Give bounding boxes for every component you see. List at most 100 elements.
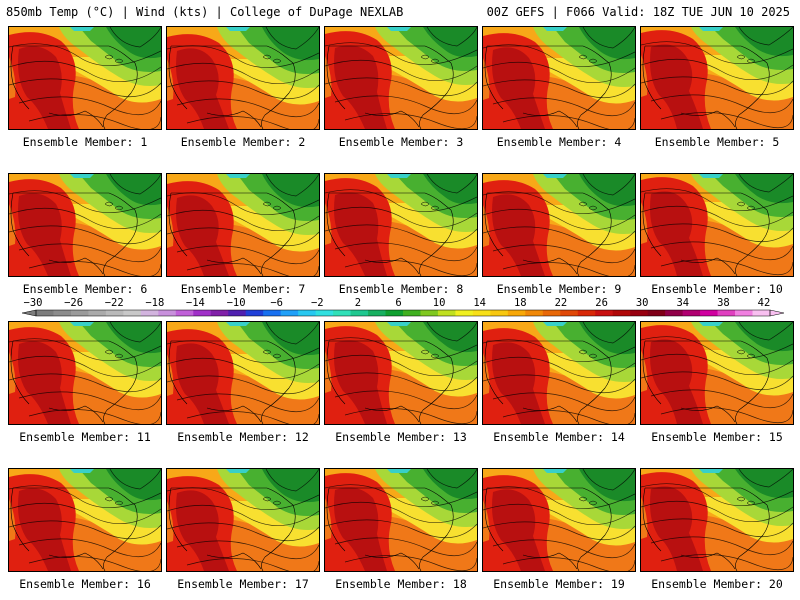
- temperature-map: [9, 174, 161, 276]
- colorbar-swatch: [700, 310, 718, 316]
- colorbar-swatch: [123, 310, 142, 316]
- ensemble-member-label: Ensemble Member: 11: [19, 430, 151, 444]
- ensemble-panel: [324, 26, 478, 130]
- colorbar-swatch: [280, 310, 299, 316]
- ensemble-member-label: Ensemble Member: 2: [180, 135, 306, 149]
- temperature-map: [483, 27, 635, 129]
- colorbar-swatch: [507, 310, 526, 316]
- temperature-map: [9, 322, 161, 424]
- colorbar-swatch: [717, 310, 736, 316]
- ensemble-panel: [8, 26, 162, 130]
- colorbar-tick-label: 6: [395, 297, 402, 309]
- colorbar-swatch: [612, 310, 631, 316]
- ensemble-panel: [324, 173, 478, 277]
- temperature-map: [9, 469, 161, 571]
- ensemble-member-label: Ensemble Member: 4: [496, 135, 622, 149]
- colorbar-tick-label: 30: [635, 297, 649, 309]
- colorbar-swatch: [542, 310, 561, 316]
- colorbar-max-arrow: [769, 309, 785, 317]
- colorbar-swatch: [315, 310, 334, 316]
- colorbar-min-arrow: [21, 309, 37, 317]
- colorbar-swatch: [263, 310, 282, 316]
- ensemble-panel: [482, 321, 636, 425]
- colorbar-swatch: [298, 310, 317, 316]
- temperature-colorbar: [21, 309, 785, 317]
- colorbar-swatch: [595, 310, 614, 316]
- ensemble-member-label: Ensemble Member: 9: [496, 282, 622, 296]
- temperature-map: [325, 27, 477, 129]
- ensemble-member-label: Ensemble Member: 7: [180, 282, 306, 296]
- colorbar-tick-label: 42: [757, 297, 771, 309]
- temperature-map: [483, 322, 635, 424]
- colorbar-swatch: [437, 310, 456, 316]
- colorbar-swatch: [88, 310, 107, 316]
- temperature-map: [167, 174, 319, 276]
- colorbar-tick-label: 2: [354, 297, 362, 309]
- colorbar-tick-label: 38: [717, 297, 730, 309]
- ensemble-panel: [482, 173, 636, 277]
- temperature-map: [167, 469, 319, 571]
- colorbar-swatch: [752, 310, 771, 316]
- colorbar-tick-label: −18: [145, 297, 165, 309]
- colorbar-swatch: [490, 310, 509, 316]
- colorbar-swatch: [158, 310, 177, 316]
- ensemble-panel: [166, 26, 320, 130]
- colorbar-swatch: [385, 310, 404, 316]
- ensemble-member-label: Ensemble Member: 12: [177, 430, 309, 444]
- colorbar-swatch: [665, 310, 684, 316]
- temperature-map: [167, 27, 319, 129]
- ensemble-member-label: Ensemble Member: 19: [493, 577, 625, 591]
- colorbar-swatch: [333, 310, 351, 316]
- temperature-map: [641, 27, 793, 129]
- ensemble-panel: [640, 321, 794, 425]
- temperature-map: [483, 174, 635, 276]
- colorbar-tick-label: 14: [473, 297, 487, 309]
- colorbar-tick-label: 26: [595, 297, 608, 309]
- colorbar-tick-label: −10: [226, 297, 246, 309]
- ensemble-panel: [8, 468, 162, 572]
- colorbar-swatch: [105, 310, 124, 316]
- temperature-map: [325, 469, 477, 571]
- ensemble-member-label: Ensemble Member: 1: [22, 135, 148, 149]
- temperature-map: [325, 322, 477, 424]
- temperature-map: [641, 174, 793, 276]
- colorbar-swatch: [735, 310, 753, 316]
- ensemble-member-label: Ensemble Member: 20: [651, 577, 783, 591]
- temperature-map: [641, 469, 793, 571]
- ensemble-panel: [166, 321, 320, 425]
- colorbar-swatch: [70, 310, 89, 316]
- colorbar-swatch: [472, 310, 491, 316]
- colorbar-swatch: [403, 310, 421, 316]
- ensemble-member-label: Ensemble Member: 16: [19, 577, 151, 591]
- ensemble-panel: [324, 468, 478, 572]
- ensemble-member-label: Ensemble Member: 17: [177, 577, 309, 591]
- colorbar-swatch: [525, 310, 544, 316]
- ensemble-member-label: Ensemble Member: 14: [493, 430, 625, 444]
- colorbar-swatch: [647, 310, 666, 316]
- ensemble-panel: [640, 173, 794, 277]
- ensemble-member-label: Ensemble Member: 5: [654, 135, 780, 149]
- colorbar-swatch: [420, 310, 439, 316]
- ensemble-member-label: Ensemble Member: 3: [338, 135, 464, 149]
- colorbar-swatch: [210, 310, 229, 316]
- colorbar-tick-label: −22: [104, 297, 124, 309]
- ensemble-panel: [640, 26, 794, 130]
- colorbar-swatch: [140, 310, 159, 316]
- ensemble-panel: [166, 173, 320, 277]
- ensemble-panel: [482, 468, 636, 572]
- colorbar-swatch: [53, 310, 72, 316]
- ensemble-panel: [8, 173, 162, 277]
- temperature-map: [325, 174, 477, 276]
- colorbar-tick-label: 18: [513, 297, 527, 309]
- ensemble-member-label: Ensemble Member: 8: [338, 282, 464, 296]
- valid-time: 00Z GEFS | F066 Valid: 18Z TUE JUN 10 20…: [486, 5, 790, 19]
- colorbar-swatch: [350, 310, 369, 316]
- ensemble-member-label: Ensemble Member: 10: [651, 282, 783, 296]
- ensemble-panel: [324, 321, 478, 425]
- colorbar-swatch: [245, 310, 264, 316]
- colorbar-tick-label: −30: [23, 297, 43, 309]
- colorbar-tick-label: −6: [270, 297, 284, 309]
- temperature-map: [167, 322, 319, 424]
- temperature-map: [641, 322, 793, 424]
- colorbar-swatch: [228, 310, 247, 316]
